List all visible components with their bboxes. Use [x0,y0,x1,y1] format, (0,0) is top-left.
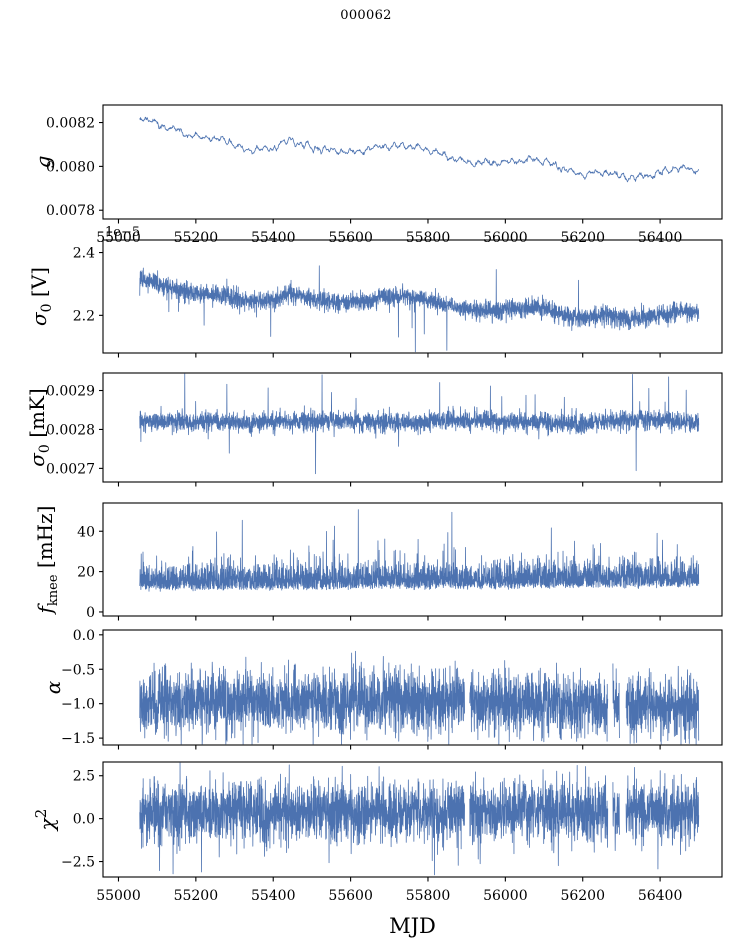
y-tick-label: 0.0 [73,628,95,644]
panel-5: 2.5 0.0 −2.5 55000 55200 55400 55600 55800 56000… [32,761,723,938]
x-tick-label: 55200 [174,888,219,904]
y-tick-label: 0.0078 [46,203,95,219]
y-tick-label: 0.0080 [46,159,95,175]
series-sigma0_mK [139,373,700,475]
x-tick-label: 55400 [251,230,296,246]
y-tick-label: 2.2 [73,308,95,324]
x-tick-label: 55800 [406,230,451,246]
x-tick-label: 55600 [328,230,373,246]
series-gain [139,116,699,183]
panel-4: 0.0 −0.5 −1.0 −1.5 α [41,628,723,750]
panel-3: 0 20 40 fknee [mHz] [33,502,723,621]
y-tick-label: 2.4 [73,246,95,262]
series-alpha [139,650,700,745]
series-f_knee [139,509,700,592]
y-axis-label: σ0 [V] [27,267,55,326]
panel-1: 2.2 2.4 1e−5 σ0 [V] [27,225,723,358]
panel-frame [102,239,723,354]
y-axis-label: fknee [mHz] [33,506,61,616]
x-tick-label: 55000 [96,888,141,904]
panel-frame [102,502,723,617]
axis-offset-label: 1e−5 [105,225,140,240]
y-axis-label: α [41,680,65,694]
y-tick-label: −0.5 [61,662,95,678]
y-tick-label: 0.0029 [46,384,95,400]
x-tick-label: 56400 [638,230,683,246]
y-tick-label: −1.0 [61,697,95,713]
y-tick-label: −2.5 [61,855,95,871]
y-tick-label: 0 [86,605,95,621]
y-tick-label: 2.5 [73,769,95,785]
x-tick-label: 55400 [251,888,296,904]
x-axis-label: MJD [389,914,436,938]
panel-frame [102,104,723,220]
y-axis-label: σ0 [mK] [25,388,53,466]
panel-frame [102,629,723,746]
x-tick-label: 56400 [638,888,683,904]
x-tick-label: 56200 [560,230,605,246]
y-tick-label: 20 [77,565,95,581]
x-tick-label: 55800 [406,888,451,904]
x-tick-label: 56000 [483,888,528,904]
x-tick-label: 56200 [560,888,605,904]
figure-title: 000062 [340,8,392,23]
x-tick-label: 55200 [174,230,219,246]
x-tick-label: 55000 [96,230,141,246]
y-tick-label: 0.0028 [46,422,95,438]
x-tick-label: 55600 [328,888,373,904]
y-axis-label: χ2 [32,809,59,833]
panel-frame [102,761,723,878]
series-chi_square [139,762,700,876]
y-tick-label: 0.0027 [46,461,95,477]
y-tick-label: −1.5 [61,731,95,747]
y-tick-label: 0.0 [73,812,95,828]
series-sigma0_volts [139,265,700,353]
panel-frame [102,372,723,483]
y-axis-label: g [31,156,55,169]
x-tick-label: 56000 [483,230,528,246]
y-tick-label: 40 [77,524,95,540]
y-tick-label: 0.0082 [46,116,95,132]
panel-0: 0.0078 0.0080 0.0082 55000 55200 55400 55600 55… [31,104,723,246]
